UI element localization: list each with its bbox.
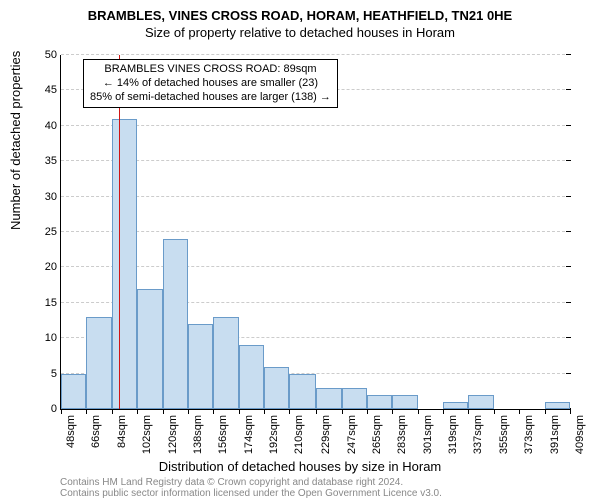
x-tick-label: 192sqm [268, 415, 280, 454]
x-tick-label: 391sqm [549, 415, 561, 454]
x-tick-label: 156sqm [217, 415, 229, 454]
histogram-bar [264, 367, 289, 409]
footer-line1: Contains HM Land Registry data © Crown c… [60, 477, 403, 488]
x-tick-mark [289, 409, 290, 414]
y-tick-label: 40 [27, 120, 61, 132]
x-tick-mark [367, 409, 368, 414]
y-tick-mark [566, 337, 571, 338]
histogram-bar [392, 395, 417, 409]
x-tick-label: 409sqm [574, 415, 586, 454]
y-tick-label: 35 [27, 155, 61, 167]
x-tick-mark [519, 409, 520, 414]
x-tick-label: 48sqm [65, 415, 77, 448]
y-tick-mark [566, 160, 571, 161]
x-tick-mark [112, 409, 113, 414]
grid-line [61, 196, 570, 197]
y-tick-label: 20 [27, 261, 61, 273]
x-tick-mark [392, 409, 393, 414]
x-tick-mark [418, 409, 419, 414]
histogram-bar [112, 119, 137, 409]
histogram-bar [239, 345, 264, 409]
x-tick-mark [468, 409, 469, 414]
y-tick-label: 15 [27, 297, 61, 309]
annotation-line1: BRAMBLES VINES CROSS ROAD: 89sqm [90, 63, 331, 77]
x-tick-label: 229sqm [320, 415, 332, 454]
x-tick-mark [316, 409, 317, 414]
chart-title-line2: Size of property relative to detached ho… [0, 25, 600, 40]
x-tick-mark [163, 409, 164, 414]
annotation-line2: ← 14% of detached houses are smaller (23… [90, 77, 331, 91]
x-tick-label: 120sqm [167, 415, 179, 454]
x-tick-mark [443, 409, 444, 414]
x-tick-label: 301sqm [422, 415, 434, 454]
grid-line [61, 125, 570, 126]
y-tick-mark [566, 373, 571, 374]
x-tick-label: 138sqm [192, 415, 204, 454]
histogram-bar [86, 317, 111, 409]
x-tick-label: 210sqm [293, 415, 305, 454]
histogram-bar [367, 395, 392, 409]
chart-container: BRAMBLES, VINES CROSS ROAD, HORAM, HEATH… [0, 0, 600, 500]
x-tick-mark [570, 409, 571, 414]
y-tick-label: 50 [27, 49, 61, 61]
x-tick-mark [137, 409, 138, 414]
x-tick-mark [545, 409, 546, 414]
x-tick-mark [61, 409, 62, 414]
x-tick-label: 319sqm [447, 415, 459, 454]
annotation-line3: 85% of semi-detached houses are larger (… [90, 91, 331, 105]
grid-line [61, 231, 570, 232]
y-tick-label: 0 [27, 403, 61, 415]
x-tick-label: 355sqm [498, 415, 510, 454]
x-tick-mark [86, 409, 87, 414]
x-tick-label: 66sqm [90, 415, 102, 448]
x-tick-mark [239, 409, 240, 414]
x-tick-label: 373sqm [523, 415, 535, 454]
grid-line [61, 160, 570, 161]
footer-line2: Contains public sector information licen… [60, 488, 442, 499]
histogram-bar [316, 388, 341, 409]
histogram-bar [468, 395, 493, 409]
x-axis-label: Distribution of detached houses by size … [0, 459, 600, 474]
y-tick-label: 30 [27, 191, 61, 203]
histogram-bar [213, 317, 238, 409]
x-tick-label: 84sqm [116, 415, 128, 448]
y-tick-label: 10 [27, 332, 61, 344]
y-tick-mark [566, 231, 571, 232]
histogram-bar [163, 239, 188, 409]
y-axis-label: Number of detached properties [8, 51, 23, 230]
y-tick-mark [566, 196, 571, 197]
plot-area: 0510152025303540455048sqm66sqm84sqm102sq… [60, 55, 570, 410]
y-tick-label: 25 [27, 226, 61, 238]
y-tick-label: 45 [27, 84, 61, 96]
x-tick-mark [342, 409, 343, 414]
y-tick-mark [566, 54, 571, 55]
histogram-bar [188, 324, 213, 409]
grid-line [61, 54, 570, 55]
histogram-bar [342, 388, 367, 409]
histogram-bar [289, 374, 316, 409]
x-tick-label: 283sqm [396, 415, 408, 454]
y-tick-mark [566, 302, 571, 303]
x-tick-mark [213, 409, 214, 414]
y-tick-mark [566, 89, 571, 90]
histogram-bar [443, 402, 468, 409]
x-tick-mark [264, 409, 265, 414]
histogram-bar [137, 289, 162, 409]
annotation-box: BRAMBLES VINES CROSS ROAD: 89sqm ← 14% o… [83, 59, 338, 108]
x-tick-label: 247sqm [346, 415, 358, 454]
x-tick-mark [188, 409, 189, 414]
x-tick-label: 174sqm [243, 415, 255, 454]
x-tick-mark [494, 409, 495, 414]
y-tick-label: 5 [27, 368, 61, 380]
x-tick-label: 102sqm [141, 415, 153, 454]
grid-line [61, 266, 570, 267]
x-tick-label: 337sqm [472, 415, 484, 454]
y-tick-mark [566, 266, 571, 267]
y-tick-mark [566, 125, 571, 126]
x-tick-label: 265sqm [371, 415, 383, 454]
histogram-bar [545, 402, 570, 409]
histogram-bar [61, 374, 86, 409]
chart-title-line1: BRAMBLES, VINES CROSS ROAD, HORAM, HEATH… [0, 0, 600, 23]
